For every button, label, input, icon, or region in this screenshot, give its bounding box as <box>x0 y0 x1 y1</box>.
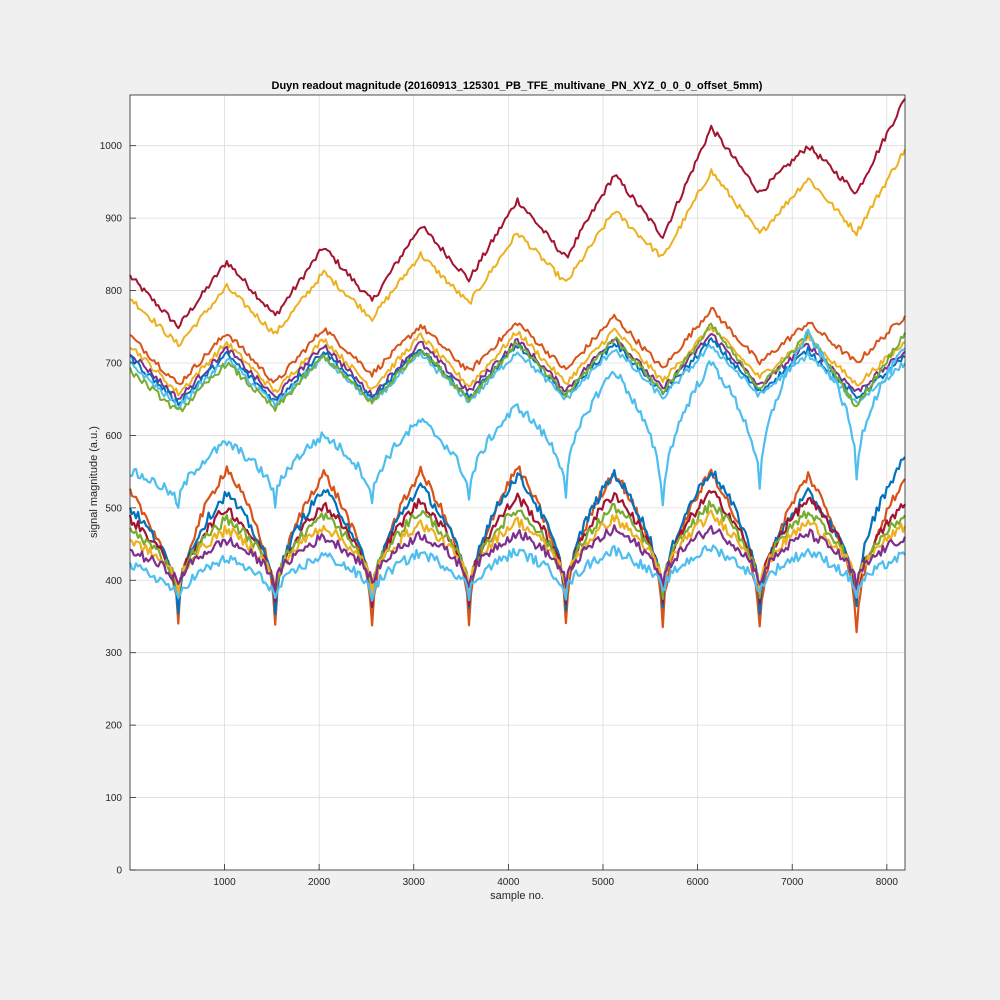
series-line-middle-5 <box>129 344 906 409</box>
y-tick-label: 900 <box>105 214 122 225</box>
y-tick-label: 700 <box>105 358 122 369</box>
series-line-bottom-5 <box>129 500 906 601</box>
series-line-bottom-7 <box>129 524 907 593</box>
x-tick-label: 8000 <box>876 877 899 888</box>
series-line-middle-4 <box>129 337 906 406</box>
y-tick-label: 100 <box>105 793 122 804</box>
x-axis-label: sample no. <box>490 890 544 902</box>
y-tick-label: 1000 <box>100 141 123 152</box>
y-tick-label: 400 <box>105 576 122 587</box>
x-axis: 1000 2000 3000 4000 5000 6000 7000 8000 <box>213 864 898 888</box>
y-tick-label: 500 <box>105 503 122 514</box>
x-tick-label: 1000 <box>213 877 236 888</box>
y-tick-label: 800 <box>105 286 122 297</box>
x-tick-label: 6000 <box>686 877 709 888</box>
y-tick-label: 200 <box>105 721 122 732</box>
y-tick-label: 600 <box>105 431 122 442</box>
x-tick-label: 3000 <box>403 877 426 888</box>
x-tick-label: 4000 <box>497 877 520 888</box>
x-tick-label: 7000 <box>781 877 804 888</box>
series-line-middle-1 <box>129 306 906 386</box>
x-tick-label: 2000 <box>308 877 331 888</box>
series-line-bottom-1 <box>129 328 906 509</box>
y-axis-label: signal magnitude (a.u.) <box>88 426 100 538</box>
series-line-top-1 <box>129 98 906 330</box>
x-tick-label: 5000 <box>592 877 615 888</box>
y-tick-label: 0 <box>116 866 122 877</box>
axes-box <box>129 94 906 871</box>
series-line-middle-6 <box>129 322 906 413</box>
plot-area <box>130 95 905 870</box>
series-line-bottom-4 <box>128 489 906 608</box>
series-line-top-2 <box>129 148 906 348</box>
series-line-bottom-3 <box>128 456 906 616</box>
series-line-middle-2 <box>129 326 906 397</box>
series-line-middle-3 <box>129 333 906 402</box>
series-line-bottom-8 <box>128 544 906 602</box>
series-layer <box>128 98 907 634</box>
chart-title: Duyn readout magnitude (20160913_125301_… <box>272 80 763 92</box>
y-tick-label: 300 <box>105 648 122 659</box>
y-axis: 0 100 200 300 400 500 600 700 800 900 1000 <box>100 141 136 877</box>
